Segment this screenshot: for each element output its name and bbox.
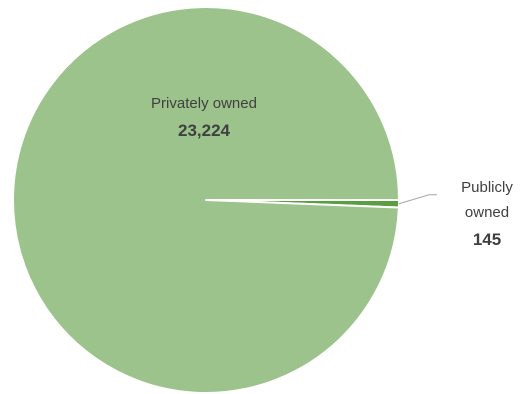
slice-value-privately-owned: 23,224 [178, 121, 231, 140]
leader-line-publicly-owned [398, 194, 437, 205]
pie-slice-privately-owned [12, 6, 400, 394]
data-label-privately-owned: Privately owned 23,224 [151, 95, 257, 140]
slice-label-publicly-owned-line2: owned [465, 204, 509, 221]
slice-label-privately-owned: Privately owned [151, 95, 257, 112]
slice-value-publicly-owned: 145 [473, 230, 501, 249]
slice-label-publicly-owned-line1: Publicly [461, 179, 513, 196]
pie-slices [12, 6, 400, 394]
data-label-publicly-owned: Publicly owned 145 [461, 179, 513, 249]
